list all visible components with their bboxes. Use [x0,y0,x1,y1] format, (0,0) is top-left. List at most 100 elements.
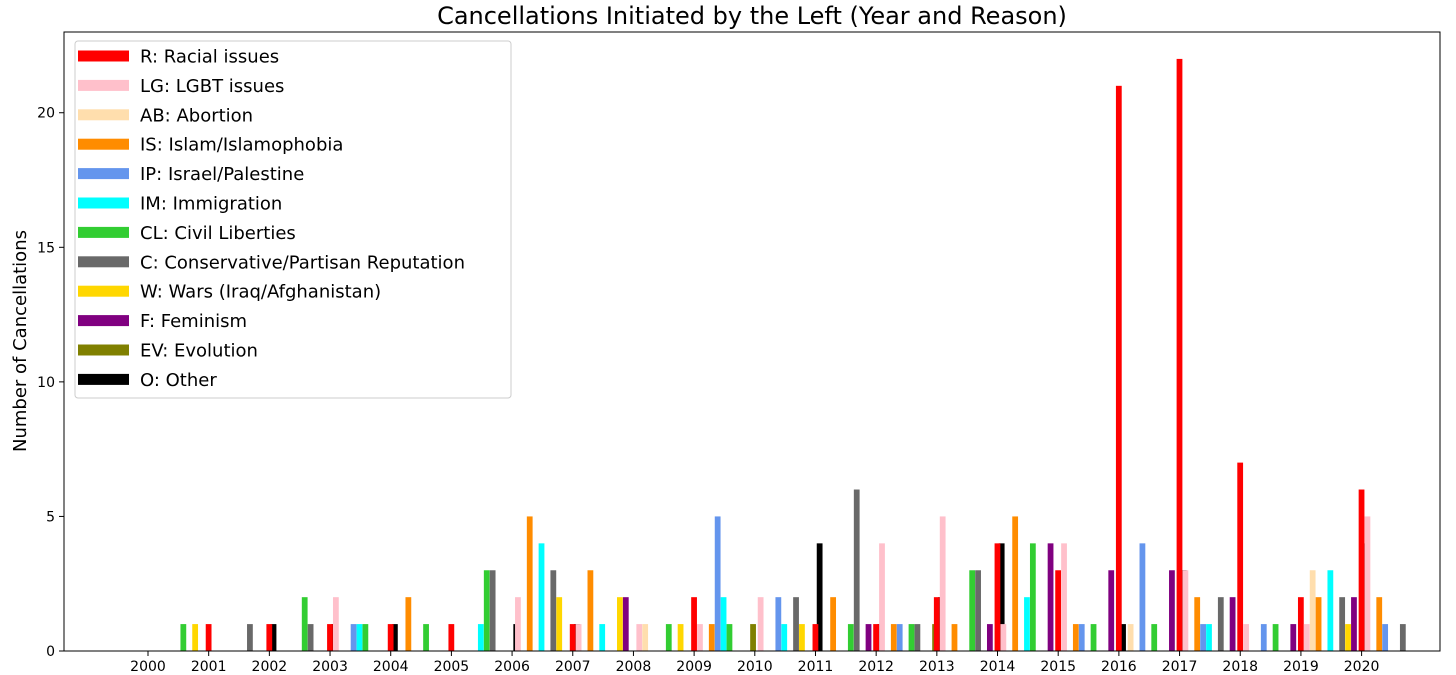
bar-2004-0 [387,624,394,651]
bar-2003-5 [356,624,363,651]
bar-2002-0 [266,624,273,651]
bar-2006-5 [538,543,545,651]
legend-label: F: Feminism [140,311,247,332]
bar-2017-7 [1217,597,1224,651]
bar-2016-9 [1169,570,1175,651]
bar-2020-7 [1399,624,1406,651]
y-tick-label: 10 [37,375,55,391]
x-tick-label: 2009 [676,659,712,675]
legend-swatch [78,109,129,121]
x-tick-label: 2012 [858,659,894,675]
bar-2019-9 [1351,597,1357,651]
bar-2007-8 [617,597,623,651]
bar-2010-4 [775,597,782,651]
bar-2009-3 [708,624,715,651]
y-axis-label: Number of Cancellations [10,230,31,452]
bar-2003-0 [327,624,333,651]
bar-2009-5 [720,597,727,651]
legend-swatch [78,79,129,91]
x-tick-label: 2000 [130,659,166,675]
bar-2002-6 [301,597,308,651]
legend-swatch [78,285,129,297]
legend-box [74,40,512,399]
legend-swatch [78,315,129,327]
bar-2014-1 [1000,624,1007,651]
bar-2005-0 [448,624,455,651]
bar-2018-6 [1272,624,1279,651]
bar-2018-9 [1290,624,1297,651]
bar-2004-6 [423,624,429,651]
bar-2007-5 [599,624,606,651]
bar-2013-3 [951,624,958,651]
bar-2019-0 [1297,597,1304,651]
x-tick-label: 2013 [919,659,955,675]
bar-2020-1 [1364,516,1371,651]
bar-2007-0 [569,624,576,651]
bar-2019-3 [1315,597,1322,651]
bar-2008-1 [636,624,643,651]
bar-2016-0 [1115,85,1122,651]
bar-2010-1 [757,597,764,651]
bar-2017-4 [1200,624,1206,651]
bar-2012-3 [890,624,897,651]
x-tick-label: 2016 [1101,659,1137,675]
legend-swatch [78,256,129,268]
bar-2001-7 [247,624,253,651]
x-tick-label: 2002 [252,659,288,675]
bar-2014-5 [1024,597,1030,651]
bars-group [180,58,1406,652]
bar-2007-3 [587,570,594,651]
bar-2012-1 [879,543,885,651]
x-tick-label: 2011 [798,659,834,675]
x-tick-label: 2020 [1344,659,1380,675]
x-tick-label: 2003 [312,659,348,675]
y-ticks: 0 5 10 15 20 [37,106,64,660]
bar-2017-9 [1229,597,1236,651]
bar-2007-9 [622,597,629,651]
bar-2011-7 [853,489,860,651]
bar-2012-6 [908,624,915,651]
bar-2013-9 [986,624,993,651]
legend-swatch [78,344,129,356]
x-tick-label: 2001 [191,659,227,675]
bar-2014-0 [994,543,1001,651]
bar-2001-0 [205,624,212,651]
bar-2013-1 [939,516,946,651]
x-tick-label: 2006 [494,659,530,675]
bar-2009-10 [750,624,756,651]
bar-2020-4 [1382,624,1389,651]
bar-2003-1 [332,597,339,651]
bar-2005-7 [489,570,496,651]
bar-2014-3 [1012,516,1019,651]
bar-2011-6 [847,624,854,651]
legend-label: C: Conservative/Partisan Reputation [140,252,465,273]
bar-2005-6 [483,570,490,651]
bar-2009-1 [697,624,703,651]
bar-2014-6 [1029,543,1036,651]
legend-label: AB: Abortion [140,105,253,126]
x-tick-label: 2010 [737,659,773,675]
bar-2013-6 [969,570,976,651]
x-ticks: 2000 2001 2002 2003 2004 2005 2006 2007 2008 2009… [130,651,1379,675]
bar-2013-11 [998,543,1005,651]
bar-2009-0 [691,597,697,651]
bar-2013-7 [975,570,981,651]
x-tick-label: 2019 [1283,659,1319,675]
bar-2003-6 [362,624,369,651]
bar-2020-0 [1358,489,1365,651]
legend-label: R: Racial issues [140,47,279,68]
x-tick-label: 2008 [616,659,652,675]
x-tick-label: 2005 [434,659,470,675]
legend: R: Racial issues LG: LGBT issues AB: Abort… [74,40,512,399]
legend-swatch [78,226,129,238]
bar-2006-7 [550,570,557,651]
x-tick-label: 2015 [1040,659,1076,675]
bar-2000-6 [180,624,187,651]
bar-2006-3 [526,516,533,651]
bar-2016-4 [1139,543,1146,651]
legend-swatch [78,50,129,62]
legend-label: IS: Islam/Islamophobia [140,135,343,156]
bar-2010-5 [781,624,788,651]
bar-2016-6 [1151,624,1158,651]
bar-2013-0 [933,597,940,651]
